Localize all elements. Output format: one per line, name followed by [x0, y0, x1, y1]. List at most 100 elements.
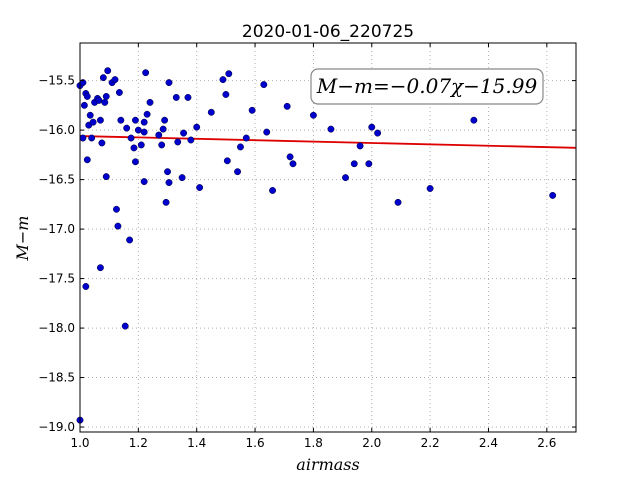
y-tick-label: −17.5: [38, 272, 75, 286]
data-point: [102, 173, 110, 181]
data-point: [131, 116, 139, 124]
data-point: [113, 205, 120, 213]
data-point: [196, 184, 204, 191]
data-point: [237, 143, 244, 151]
annotation-box: M−m=−0.07χ−15.99: [310, 68, 544, 105]
data-point: [83, 156, 91, 164]
data-point: [143, 110, 151, 118]
data-point: [79, 134, 87, 142]
data-point: [178, 174, 186, 182]
y-tick-label: −15.5: [38, 74, 75, 88]
x-tick-label: 1.4: [187, 436, 206, 450]
data-point: [117, 116, 125, 124]
data-point: [98, 139, 106, 147]
data-point: [248, 106, 256, 114]
data-point: [82, 283, 90, 290]
data-point: [161, 116, 169, 124]
x-tick-label: 1.8: [304, 436, 323, 450]
data-point: [155, 131, 163, 139]
data-point: [111, 76, 119, 84]
data-point: [101, 98, 109, 106]
data-point: [96, 264, 104, 272]
data-point: [95, 96, 103, 104]
data-point: [131, 158, 139, 166]
data-point: [134, 126, 142, 134]
data-point: [164, 168, 171, 176]
data-point: [187, 136, 195, 144]
data-point: [114, 222, 122, 230]
data-point: [127, 134, 135, 142]
data-point: [88, 134, 96, 142]
y-tick-label: −17.0: [38, 222, 75, 236]
data-point: [99, 74, 107, 82]
data-point: [394, 198, 402, 206]
data-point: [242, 134, 250, 142]
x-tick-label: 1.2: [129, 436, 148, 450]
x-tick-label: 2.2: [421, 436, 440, 450]
data-point: [89, 118, 97, 126]
data-point: [263, 128, 271, 136]
y-tick-label: −16.5: [38, 173, 75, 187]
data-point: [174, 138, 182, 146]
data-point: [365, 160, 373, 168]
data-point: [193, 123, 201, 131]
y-axis-ticks: −15.5 −16.0 −16.5 −17.0 −17.5 −18.0 −18.5 −19.0: [38, 74, 576, 434]
data-point: [289, 160, 297, 168]
data-point: [96, 116, 104, 124]
data-point: [309, 111, 317, 119]
data-point: [140, 118, 148, 126]
y-tick-label: −18.5: [38, 371, 75, 385]
data-point: [142, 69, 150, 77]
data-point: [140, 178, 148, 186]
data-point: [115, 89, 123, 96]
data-point: [327, 125, 335, 133]
data-point: [158, 141, 166, 149]
data-point: [130, 144, 138, 152]
data-point: [368, 123, 376, 131]
data-point: [374, 129, 382, 137]
data-point: [219, 76, 227, 84]
data-point: [225, 70, 233, 78]
data-point: [342, 174, 349, 182]
data-point: [83, 93, 91, 100]
data-point: [223, 157, 231, 165]
data-point: [165, 79, 173, 87]
data-point: [140, 128, 148, 136]
data-point: [549, 191, 557, 199]
data-point: [172, 93, 180, 101]
fit-line: [79, 135, 577, 149]
chart-title: 2020-01-06_220725: [242, 22, 414, 42]
data-point: [222, 91, 230, 98]
x-axis-label: airmass: [296, 455, 359, 474]
x-tick-label: 1.0: [70, 436, 89, 450]
plot-frame: [79, 42, 577, 433]
data-point: [286, 153, 294, 161]
data-point: [80, 101, 88, 109]
data-point: [162, 198, 170, 206]
data-point: [180, 129, 188, 137]
data-point: [269, 187, 277, 194]
annotation-text: M−m=−0.07χ−15.99: [316, 74, 538, 98]
y-tick-label: −16.0: [38, 123, 75, 137]
x-tick-label: 2.6: [537, 436, 556, 450]
annotation-box-frame: [310, 68, 544, 105]
data-point: [123, 124, 131, 132]
data-point: [234, 168, 242, 176]
data-point: [126, 236, 134, 244]
y-tick-label: −19.0: [38, 420, 75, 434]
x-tick-label: 2.4: [479, 436, 498, 450]
data-point: [102, 93, 110, 100]
data-point: [159, 125, 167, 133]
x-axis-ticks: 1.0 1.2 1.4 1.6 1.8 2.0 2.2 2.4 2.6: [70, 43, 556, 450]
data-point: [356, 142, 364, 150]
x-tick-label: 1.6: [246, 436, 265, 450]
data-point: [470, 116, 478, 124]
data-point: [165, 179, 173, 187]
data-point: [121, 322, 129, 330]
data-point: [104, 67, 112, 75]
data-point: [260, 81, 268, 89]
data-point: [283, 102, 291, 110]
data-point: [184, 93, 192, 101]
data-point: [86, 111, 94, 119]
